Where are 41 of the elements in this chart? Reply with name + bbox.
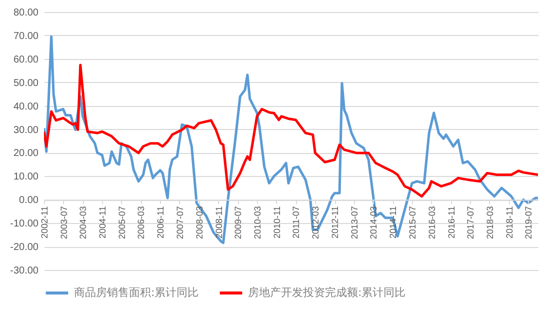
legend-label: 房地产开发投资完成额:累计同比 — [248, 286, 406, 299]
x-tick-label: 2017-07 — [466, 206, 476, 240]
y-tick-label: 20.00 — [13, 148, 39, 160]
x-tick-label: 2012-11 — [330, 206, 340, 239]
x-tick-label: 2019-07 — [524, 206, 534, 240]
x-tick-label: 2004-11 — [98, 206, 108, 239]
y-tick-label: 80.00 — [13, 8, 39, 18]
y-tick-label: 60.00 — [13, 54, 39, 66]
x-tick-label: 2005-07 — [116, 206, 127, 240]
x-tick-label: 2007-07 — [174, 206, 185, 240]
y-tick-label: 70.00 — [13, 30, 39, 42]
x-tick-label: 2013-07 — [349, 206, 360, 240]
legend-label: 商品房销售面积:累计同比 — [74, 286, 199, 299]
x-tick-label: 2004-03 — [78, 206, 88, 240]
x-tick-label: 2016-11 — [446, 206, 456, 239]
x-tick-label: 2006-03 — [136, 206, 146, 240]
y-tick-label: 50.00 — [13, 78, 39, 89]
y-tick-label: -30.00 — [10, 266, 39, 276]
x-tick-label: 2008-03 — [194, 206, 204, 240]
x-tick-label: 2002-11 — [40, 206, 50, 239]
y-tick-label: -10.00 — [10, 218, 39, 230]
x-tick-label: 2010-11 — [272, 206, 282, 239]
x-tick-label: 2006-11 — [156, 206, 166, 239]
x-tick-label: 2016-03 — [426, 206, 437, 240]
line-series — [44, 64, 538, 198]
x-tick-label: 2014-11 — [388, 206, 398, 239]
x-tick-label: 2011-07 — [291, 206, 302, 239]
x-tick-label: 2008-11 — [214, 206, 224, 239]
y-tick-label: 40.00 — [13, 101, 39, 112]
x-tick-label: 2014-03 — [368, 206, 379, 240]
y-tick-label: 10.00 — [13, 172, 39, 183]
x-tick-label: 2009-07 — [233, 206, 244, 240]
y-tick-label: 30.00 — [13, 124, 39, 136]
x-tick-label: 2012-03 — [310, 206, 321, 240]
x-tick-label: 2010-03 — [252, 206, 262, 240]
y-tick-label: -20.00 — [10, 242, 39, 254]
x-tick-label: 2003-07 — [58, 206, 69, 240]
x-tick-label: 2018-11 — [504, 206, 514, 239]
x-tick-label: 2015-07 — [407, 206, 418, 240]
x-tick-label: 2018-03 — [484, 206, 495, 240]
y-tick-label: 0.00 — [19, 195, 39, 206]
